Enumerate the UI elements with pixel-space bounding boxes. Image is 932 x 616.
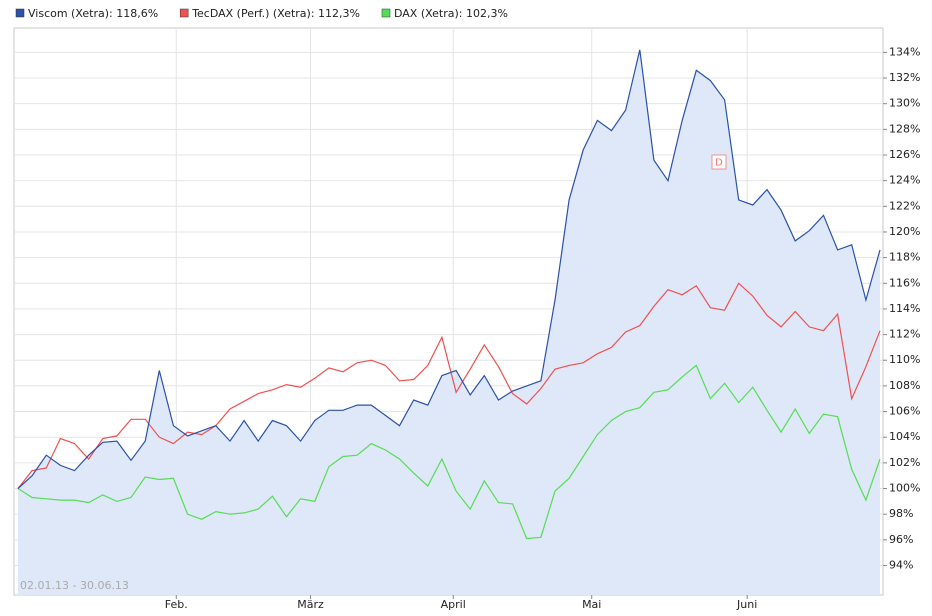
y-tick-label: 102% — [889, 456, 920, 469]
line — [17, 282, 881, 489]
x-tick-label: April — [441, 598, 466, 611]
x-tick-label: Juni — [736, 598, 757, 611]
annotation-box — [711, 154, 727, 170]
y-tick-label: 128% — [889, 122, 920, 135]
y-tick-label: 124% — [889, 174, 920, 187]
annotation: D — [715, 158, 723, 169]
legend-label: TecDAX (Perf.) (Xetra): 112,3% — [191, 7, 360, 20]
y-tick-label: 112% — [889, 328, 920, 341]
legend-swatch — [15, 8, 25, 18]
y-tick-label: 106% — [889, 405, 920, 418]
y-tick-label: 118% — [889, 251, 920, 264]
y-tick-label: 110% — [889, 353, 920, 366]
x-tick-label: März — [297, 598, 324, 611]
y-tick-label: 130% — [889, 97, 920, 110]
y-tick-label: 134% — [889, 45, 920, 58]
area — [18, 49, 880, 596]
y-tick-label: 98% — [889, 507, 913, 520]
y-tick-label: 96% — [889, 533, 913, 546]
y-tick-label: 104% — [889, 430, 920, 443]
y-tick-label: 126% — [889, 148, 920, 161]
x-tick-label: Mai — [582, 598, 601, 611]
y-tick-label: 120% — [889, 225, 920, 238]
date-range: 02.01.13 - 30.06.13 — [20, 579, 129, 592]
y-tick-label: 116% — [889, 276, 920, 289]
y-tick-label: 100% — [889, 482, 920, 495]
y-tick-label: 122% — [889, 199, 920, 212]
legend-swatch — [179, 8, 189, 18]
y-tick-label: 132% — [889, 71, 920, 84]
legend-label: Viscom (Xetra): 118,6% — [28, 7, 158, 20]
line — [17, 364, 881, 540]
legend-label: DAX (Xetra): 102,3% — [394, 7, 508, 20]
x-tick-label: Feb. — [165, 598, 188, 611]
line — [17, 49, 881, 489]
y-tick-label: 94% — [889, 558, 913, 571]
y-tick-label: 114% — [889, 302, 920, 315]
legend-swatch — [381, 8, 391, 18]
y-tick-label: 108% — [889, 379, 920, 392]
